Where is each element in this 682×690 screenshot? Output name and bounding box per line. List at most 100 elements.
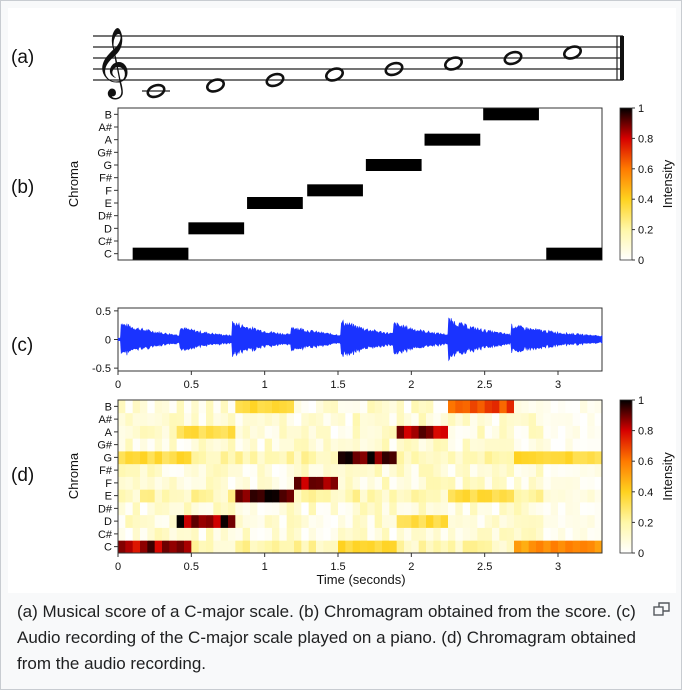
heat-cell (198, 425, 207, 439)
heat-cell (330, 514, 339, 528)
heat-cell (147, 476, 156, 490)
ylabel-chroma: Chroma (66, 160, 81, 207)
heat-cell (374, 502, 383, 516)
heat-cell (264, 400, 273, 414)
heat-cell (455, 527, 464, 541)
chroma-tick-label: D (104, 223, 112, 235)
heat-cell (565, 502, 574, 516)
heat-cell (389, 489, 398, 503)
heat-cell (506, 489, 515, 503)
chroma-tick-label: C (104, 249, 112, 261)
heat-cell (499, 438, 508, 452)
x-tick-label: 1.5 (330, 561, 345, 573)
heat-cell (580, 489, 588, 503)
heat-cell (206, 400, 214, 414)
heat-cell (455, 412, 464, 426)
heat-cell (220, 412, 229, 426)
heat-cell (404, 476, 412, 490)
heat-cell (338, 400, 346, 414)
heat-cell (250, 502, 258, 516)
heat-cell (154, 514, 163, 528)
heat-cell (411, 540, 420, 554)
heat-cell (286, 502, 295, 516)
heat-cell (484, 438, 493, 452)
heat-cell (345, 527, 354, 541)
heat-cell (220, 489, 229, 503)
heat-cell (477, 400, 486, 414)
heat-cell (587, 438, 596, 452)
colorbar-label: Intensity (660, 159, 675, 208)
heat-cell (506, 451, 515, 465)
x-tick-label: 2 (408, 379, 414, 391)
heat-cell (367, 514, 376, 528)
heat-cell (140, 527, 148, 541)
heat-cell (594, 527, 603, 541)
heat-cell (125, 502, 134, 516)
heat-cell (235, 502, 244, 516)
heat-cell (367, 476, 376, 490)
heat-cell (191, 514, 200, 528)
heat-cell (308, 400, 317, 414)
heat-cell (279, 451, 288, 465)
heat-cell (477, 463, 486, 477)
heat-cell (499, 451, 508, 465)
heat-cell (352, 489, 361, 503)
heat-cell (528, 527, 537, 541)
expand-icon[interactable] (653, 601, 671, 617)
heat-cell (484, 400, 493, 414)
heat-cell (404, 502, 412, 516)
heat-cell (191, 412, 200, 426)
heat-cell (132, 489, 141, 503)
heat-cell (162, 527, 170, 541)
heat-cell (440, 502, 449, 516)
heat-cell (580, 463, 588, 477)
heat-cell (396, 438, 405, 452)
heat-cell (294, 514, 302, 528)
heat-cell (191, 400, 200, 414)
heat-cell (264, 502, 273, 516)
chroma-tick-label: B (105, 109, 112, 121)
heat-cell (286, 438, 295, 452)
heat-cell (323, 502, 332, 516)
heat-cell (587, 463, 596, 477)
heat-cell (330, 438, 339, 452)
heat-cell (543, 540, 552, 554)
heat-cell (294, 502, 302, 516)
chroma-tick-label: C (104, 542, 112, 554)
heat-cell (257, 425, 266, 439)
heat-cell (492, 412, 500, 426)
heat-cell (360, 540, 368, 554)
heat-cell (572, 489, 581, 503)
heat-cell (147, 451, 156, 465)
heat-cell (345, 489, 354, 503)
heat-cell (264, 438, 273, 452)
x-tick-label: 0.5 (184, 561, 199, 573)
heat-cell (499, 400, 508, 414)
chroma-tick-label: F (105, 185, 112, 197)
heat-cell (345, 463, 354, 477)
heat-cell (433, 502, 442, 516)
heat-cell (594, 463, 603, 477)
colorbar-tick-label: 1 (638, 103, 644, 115)
heat-cell (206, 412, 214, 426)
heat-cell (374, 438, 383, 452)
heat-cell (558, 400, 566, 414)
heat-cell (132, 412, 141, 426)
heat-cell (382, 514, 390, 528)
heat-cell (294, 527, 302, 541)
heat-cell (154, 438, 163, 452)
heat-cell (426, 438, 434, 452)
heat-cell (228, 514, 236, 528)
heat-cell (462, 540, 471, 554)
heat-cell (565, 489, 574, 503)
heat-cell (565, 400, 574, 414)
heat-cell (360, 527, 368, 541)
chroma-tick-label: G (103, 160, 112, 172)
heat-cell (132, 476, 141, 490)
heat-cell (176, 489, 185, 503)
heat-cell (455, 451, 464, 465)
x-tick-label: 0 (115, 561, 121, 573)
figure-image[interactable]: (a) (b) (c) (d) 𝄞 C C# D D# E F F# G G# A A# B Chrom… (8, 8, 676, 593)
heat-cell (301, 400, 310, 414)
heat-cell (191, 438, 200, 452)
